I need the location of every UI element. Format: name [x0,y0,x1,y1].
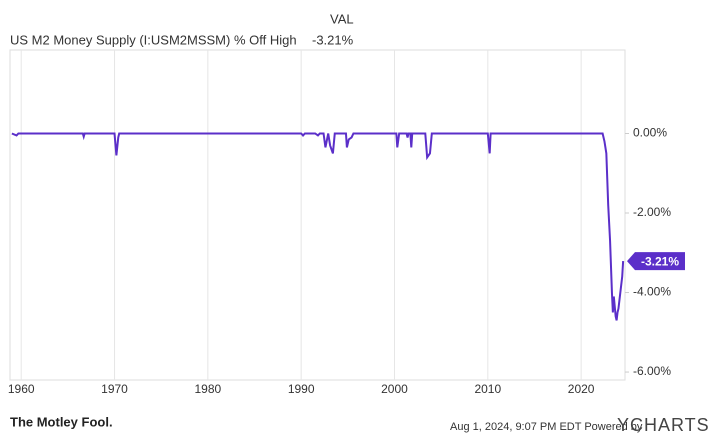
y-tick-label: -2.00% [633,205,671,219]
legend-header: VAL [330,11,354,26]
legend-name: US M2 Money Supply (I:USM2MSSM) % Off Hi… [10,32,297,47]
y-tick-label: -4.00% [633,285,671,299]
x-tick-label: 1990 [288,382,315,396]
legend-value: -3.21% [312,32,354,47]
x-tick-label: 1980 [194,382,221,396]
logo: YCHARTS [617,415,710,435]
value-tag [627,252,685,271]
plot-frame [9,49,626,381]
y-tick-label: -6.00% [633,364,671,378]
y-tick-label: 0.00% [633,126,667,140]
x-tick-label: 1960 [8,382,35,396]
x-tick-label: 2000 [381,382,408,396]
brand: The Motley Fool. [10,414,113,429]
x-tick-label: 2020 [568,382,595,396]
value-tag-label: -3.21% [641,254,679,268]
x-tick-label: 1970 [101,382,128,396]
x-tick-label: 2010 [474,382,501,396]
timestamp: Aug 1, 2024, 9:07 PM EDT Powered by [450,421,643,433]
series-line [11,132,625,321]
